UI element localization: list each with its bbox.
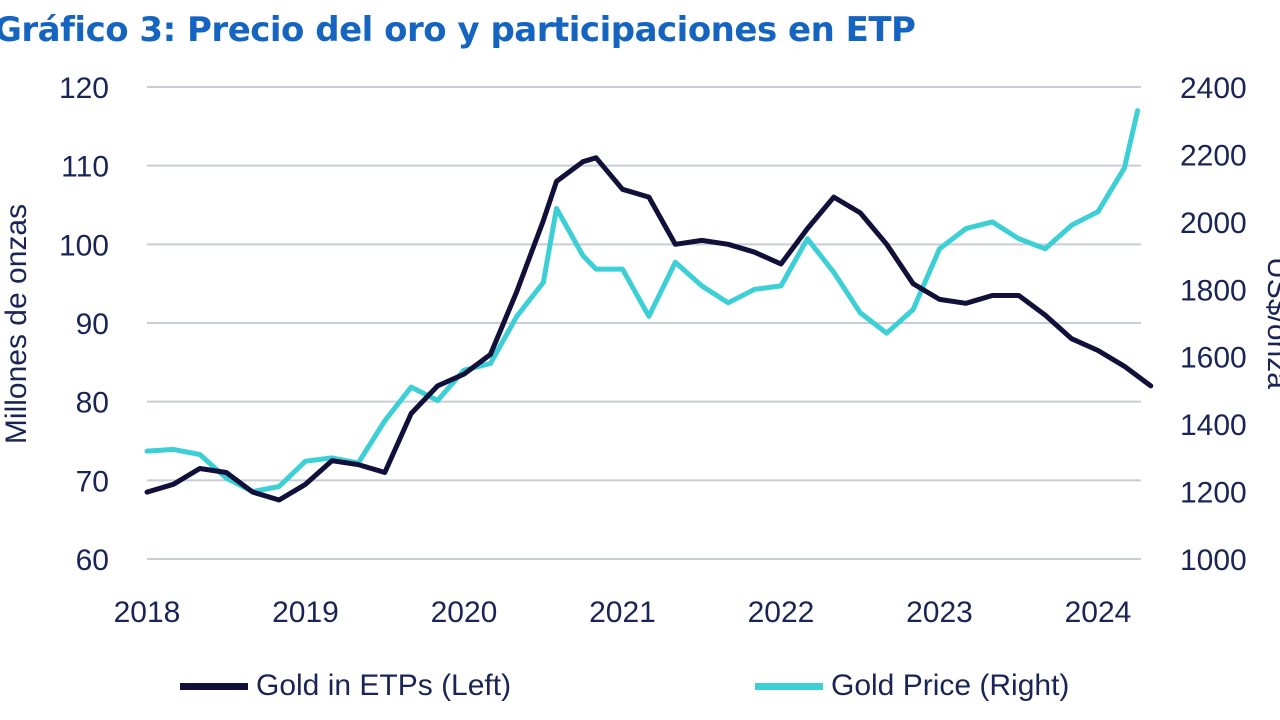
legend-item-price: Gold Price (Right) [755, 662, 1069, 710]
gridlines [147, 86, 1141, 560]
y-tick-label: 110 [61, 151, 109, 184]
y-tick-label: 120 [59, 72, 109, 105]
x-tick-label: 2021 [589, 596, 656, 629]
y2-tick-label: 1200 [1180, 477, 1247, 510]
y2-tick-label: 2000 [1180, 207, 1247, 240]
x-tick-label: 2018 [114, 596, 181, 629]
x-tick-label: 2023 [906, 596, 973, 629]
y2-tick-label: 1400 [1180, 409, 1247, 442]
y2-tick-label: 2200 [1180, 139, 1247, 172]
legend-label-price: Gold Price (Right) [831, 669, 1070, 702]
x-tick-label: 2020 [431, 596, 498, 629]
right-axis-title: US$/onza [1261, 257, 1280, 389]
y2-tick-label: 1000 [1180, 544, 1247, 577]
legend-item-etp: Gold in ETPs (Left) [180, 662, 511, 710]
legend-label-etp: Gold in ETPs (Left) [256, 669, 512, 702]
x-tick-label: 2024 [1065, 596, 1132, 629]
series-line-gold-etps [144, 155, 1154, 503]
right-axis-ticks: 2400 2200 2000 1800 1600 1400 1200 1000 [1180, 72, 1247, 577]
chart-title: Gráfico 3: Precio del oro y participacio… [0, 10, 916, 50]
y2-tick-label: 2400 [1180, 72, 1247, 105]
y-tick-label: 70 [76, 465, 109, 498]
left-axis-ticks: 120 110 100 90 80 70 60 [59, 72, 109, 577]
left-axis-title: Millones de onzas [0, 204, 33, 444]
series-line-gold-price [144, 108, 1141, 495]
legend-swatch-price [755, 682, 823, 690]
x-tick-label: 2022 [748, 596, 815, 629]
series-lines [144, 108, 1154, 503]
y-tick-label: 80 [76, 387, 109, 420]
legend-swatch-etp [180, 682, 248, 690]
y-tick-label: 100 [59, 229, 109, 262]
x-tick-label: 2019 [272, 596, 339, 629]
y2-tick-label: 1600 [1180, 342, 1247, 375]
y-tick-label: 60 [76, 544, 109, 577]
x-axis-ticks: 2018 2019 2020 2021 2022 2023 2024 [114, 596, 1132, 629]
y-tick-label: 90 [76, 308, 109, 341]
y2-tick-label: 1800 [1180, 274, 1247, 307]
